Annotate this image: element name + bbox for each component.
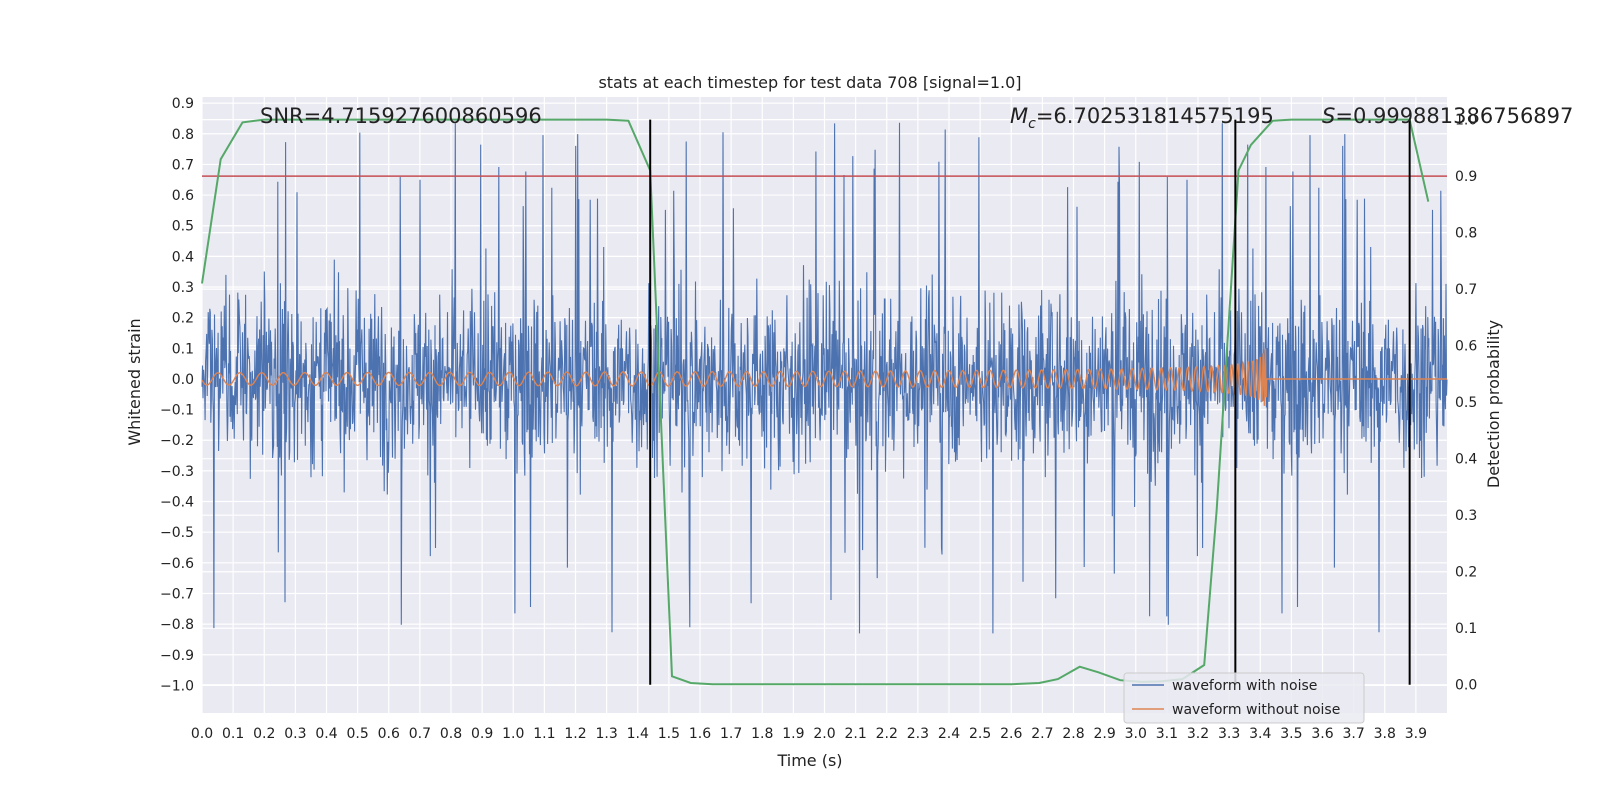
- x-tick-label: 2.9: [1093, 726, 1115, 742]
- x-tick-label: 3.9: [1405, 726, 1427, 742]
- x-tick-label: 2.7: [1031, 726, 1053, 742]
- x-tick-label: 0.3: [284, 726, 306, 742]
- y2-tick-label: 0.7: [1455, 282, 1477, 298]
- chirp-mass-subscript: c: [1028, 116, 1036, 132]
- y-tick-label: −0.7: [160, 586, 194, 602]
- x-tick-label: 2.5: [969, 726, 991, 742]
- x-tick-label: 2.6: [1000, 726, 1022, 742]
- s-symbol: S: [1322, 104, 1335, 128]
- y2-tick-label: 0.6: [1455, 339, 1477, 355]
- legend-label-noise: waveform with noise: [1172, 678, 1317, 694]
- x-tick-label: 1.6: [689, 726, 711, 742]
- x-tick-label: 2.3: [907, 726, 929, 742]
- y2-tick-label: 0.1: [1455, 621, 1477, 637]
- y-tick-label: 0.4: [172, 249, 194, 265]
- y2-tick-label: 0.9: [1455, 169, 1477, 185]
- x-tick-label: 0.0: [191, 726, 213, 742]
- y-tick-label: −0.4: [160, 495, 194, 511]
- x-tick-label: 3.0: [1125, 726, 1147, 742]
- y-tick-label: 0.2: [172, 311, 194, 327]
- y-tick-label: 0.6: [172, 188, 194, 204]
- y2-tick-label: 0.5: [1455, 395, 1477, 411]
- chirp-mass-symbol: M: [1010, 104, 1028, 128]
- x-tick-label: 0.6: [378, 726, 400, 742]
- y-tick-label: −0.5: [160, 525, 194, 541]
- legend-label-clean: waveform without noise: [1172, 702, 1340, 718]
- y-tick-label: 0.5: [172, 219, 194, 235]
- x-tick-label: 1.0: [502, 726, 524, 742]
- chirp-mass-annotation: Mc=6.702531814575195: [1010, 104, 1274, 132]
- x-tick-label: 2.8: [1062, 726, 1084, 742]
- x-tick-label: 1.5: [658, 726, 680, 742]
- y-tick-label: −0.6: [160, 556, 194, 572]
- x-tick-label: 2.0: [813, 726, 835, 742]
- x-tick-label: 1.8: [751, 726, 773, 742]
- y2-tick-label: 0.4: [1455, 452, 1477, 468]
- x-tick-label: 0.9: [471, 726, 493, 742]
- y-tick-label: 0.1: [172, 341, 194, 357]
- line-waveform-without-noise: [201, 348, 1447, 406]
- y-tick-label: 0.3: [172, 280, 194, 296]
- x-tick-label: 3.2: [1187, 726, 1209, 742]
- x-tick-label: 1.4: [627, 726, 649, 742]
- x-tick-label: 3.6: [1311, 726, 1333, 742]
- s-annotation: S=0.999881386756897: [1322, 104, 1573, 128]
- x-tick-label: 0.1: [222, 726, 244, 742]
- y2-tick-label: 0.8: [1455, 226, 1477, 242]
- x-tick-label: 0.8: [440, 726, 462, 742]
- y2-axis-label: Detection probability: [1484, 320, 1503, 488]
- x-axis-label: Time (s): [776, 751, 842, 770]
- x-tick-label: 0.7: [409, 726, 431, 742]
- x-tick-label: 3.7: [1342, 726, 1364, 742]
- x-tick-label: 1.9: [782, 726, 804, 742]
- s-value: =0.999881386756897: [1335, 104, 1573, 128]
- x-tick-label: 0.5: [346, 726, 368, 742]
- y-tick-label: −1.0: [160, 678, 194, 694]
- x-tick-label: 3.5: [1280, 726, 1302, 742]
- x-tick-label: 3.4: [1249, 726, 1271, 742]
- chart-title: stats at each timestep for test data 708…: [598, 73, 1021, 92]
- x-tick-label: 0.2: [253, 726, 275, 742]
- y-tick-label: −0.8: [160, 617, 194, 633]
- x-tick-label: 1.7: [720, 726, 742, 742]
- x-tick-label: 3.8: [1374, 726, 1396, 742]
- y2-tick-label: 0.2: [1455, 565, 1477, 581]
- y-tick-label: 0.8: [172, 127, 194, 143]
- x-tick-label: 1.1: [533, 726, 555, 742]
- y-tick-label: −0.2: [160, 433, 194, 449]
- snr-annotation: SNR=4.715927600860596: [260, 104, 542, 128]
- y-tick-label: −0.3: [160, 464, 194, 480]
- x-tick-label: 2.1: [844, 726, 866, 742]
- x-tick-label: 2.4: [938, 726, 960, 742]
- y2-tick-label: 0.0: [1455, 678, 1477, 694]
- y-tick-label: −0.1: [160, 403, 194, 419]
- y-axis-label: Whitened strain: [125, 318, 144, 445]
- line-detection-probability: [201, 118, 1430, 686]
- x-tick-label: 1.2: [564, 726, 586, 742]
- legend: waveform with noise waveform without noi…: [1123, 672, 1365, 724]
- event-markers: [649, 119, 1411, 685]
- y-tick-label: 0.0: [172, 372, 194, 388]
- x-tick-label: 0.4: [315, 726, 337, 742]
- series-waveform-without-noise: [201, 348, 1447, 406]
- y-tick-label: 0.9: [172, 96, 194, 112]
- series-detection-probability: [201, 118, 1430, 686]
- series-waveform-with-noise: [201, 122, 1448, 634]
- y2-tick-label: 0.3: [1455, 508, 1477, 524]
- axis-ticks: 0.0 0.1 0.2 0.3 0.4 0.5 0.6 0.7 0.8 0.9 1.0 1.1 1.2 1…: [160, 96, 1477, 742]
- legend-box: [1123, 672, 1365, 724]
- y-tick-label: 0.7: [172, 157, 194, 173]
- y-tick-label: −0.9: [160, 648, 194, 664]
- x-tick-label: 3.1: [1156, 726, 1178, 742]
- x-tick-label: 2.2: [876, 726, 898, 742]
- x-tick-label: 3.3: [1218, 726, 1240, 742]
- line-waveform-with-noise: [201, 122, 1448, 634]
- chirp-mass-value: =6.702531814575195: [1036, 104, 1274, 128]
- x-tick-label: 1.3: [595, 726, 617, 742]
- y2-tick-label: 1.0: [1455, 113, 1477, 129]
